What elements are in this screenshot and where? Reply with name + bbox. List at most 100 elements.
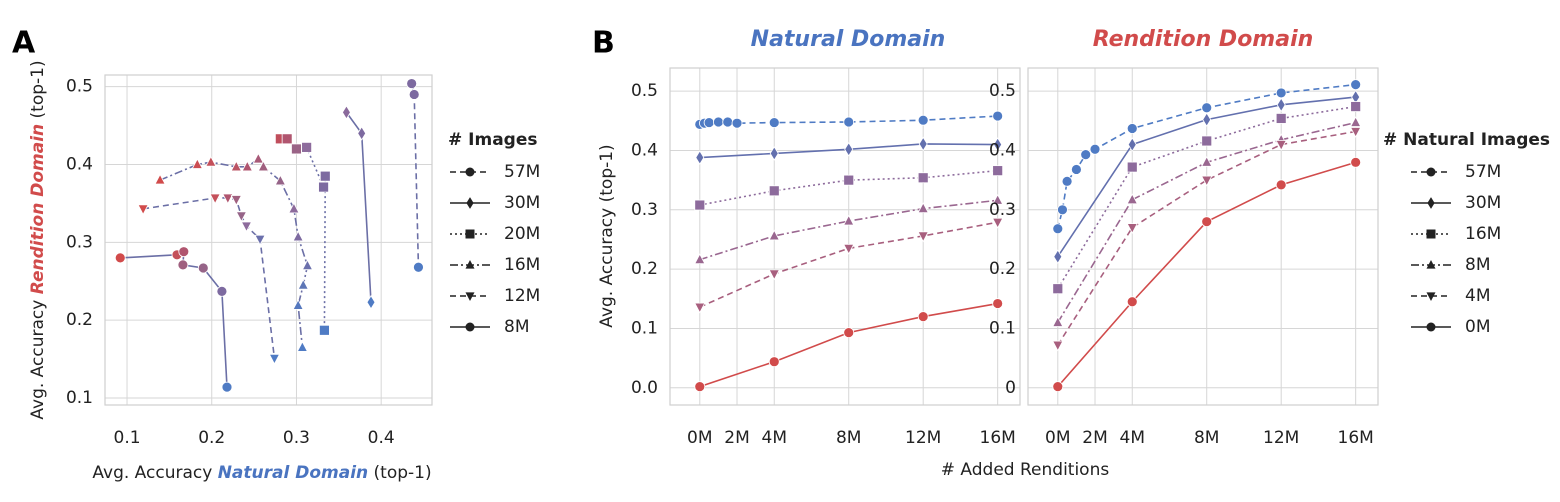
marker bbox=[991, 217, 1004, 229]
x-tick-label: 0M bbox=[1045, 428, 1070, 448]
marker bbox=[191, 158, 204, 169]
marker bbox=[1057, 204, 1068, 216]
marker bbox=[1426, 292, 1436, 301]
marker bbox=[1201, 155, 1213, 167]
marker bbox=[257, 160, 270, 172]
x-tick-label: 12M bbox=[1263, 428, 1299, 448]
marker bbox=[992, 298, 1004, 309]
marker bbox=[230, 195, 242, 206]
legend-label: 16M bbox=[504, 255, 540, 275]
marker bbox=[1052, 223, 1064, 235]
marker bbox=[296, 341, 309, 352]
marker bbox=[465, 229, 475, 239]
marker bbox=[357, 126, 367, 141]
legend-label: 12M bbox=[504, 286, 540, 306]
marker bbox=[319, 170, 331, 182]
marker bbox=[1126, 296, 1138, 308]
marker bbox=[695, 150, 705, 165]
y-tick-label: 0.2 bbox=[631, 259, 658, 279]
y-tick-label: 0.4 bbox=[631, 140, 658, 160]
y-tick-label: 0.5 bbox=[631, 81, 658, 101]
marker bbox=[341, 105, 351, 120]
marker bbox=[1127, 137, 1137, 152]
y-tick-label: 0.4 bbox=[66, 155, 93, 175]
marker bbox=[240, 221, 253, 233]
marker bbox=[768, 269, 780, 281]
y-tick-label: 0.1 bbox=[631, 318, 658, 338]
marker bbox=[1201, 102, 1213, 114]
plot-area bbox=[105, 75, 432, 405]
label-part: Avg. Accuracy bbox=[28, 294, 48, 419]
marker bbox=[917, 311, 929, 322]
x-tick-label: 12M bbox=[905, 428, 941, 448]
legend-label: 30M bbox=[1465, 193, 1501, 213]
legend-label: 20M bbox=[504, 224, 540, 244]
marker bbox=[843, 174, 855, 186]
marker bbox=[768, 117, 780, 128]
marker bbox=[252, 152, 264, 164]
marker bbox=[318, 181, 329, 193]
label-part: (top-1) bbox=[368, 463, 431, 483]
marker bbox=[1089, 143, 1101, 155]
x-tick-label: 0.3 bbox=[283, 428, 310, 448]
legend-title: # Images bbox=[448, 130, 538, 150]
marker bbox=[1053, 249, 1063, 264]
marker bbox=[301, 259, 314, 271]
marker bbox=[917, 114, 929, 126]
marker bbox=[1052, 340, 1064, 352]
marker bbox=[1126, 123, 1138, 134]
marker bbox=[319, 324, 330, 336]
y-tick-label: 0.2 bbox=[989, 259, 1016, 279]
x-tick-label: 0.1 bbox=[114, 428, 141, 448]
marker bbox=[843, 214, 855, 226]
marker bbox=[768, 229, 780, 241]
x-tick-label: 16M bbox=[980, 428, 1016, 448]
marker bbox=[694, 381, 706, 393]
marker bbox=[1350, 79, 1362, 91]
marker bbox=[1349, 127, 1362, 138]
label-part: (top-1) bbox=[28, 60, 48, 123]
x-tick-label: 8M bbox=[1194, 428, 1219, 448]
x-tick-label: 4M bbox=[762, 428, 787, 448]
y-tick-label: 0 bbox=[1005, 378, 1016, 398]
panel-label: A bbox=[12, 26, 36, 61]
marker bbox=[241, 160, 253, 172]
x-tick-label: 16M bbox=[1338, 428, 1374, 448]
marker bbox=[114, 252, 126, 264]
label-part: Natural Domain bbox=[218, 463, 368, 483]
marker bbox=[291, 143, 302, 155]
marker bbox=[1275, 87, 1287, 99]
marker bbox=[221, 381, 233, 393]
marker bbox=[137, 204, 149, 216]
marker bbox=[297, 278, 309, 290]
marker bbox=[292, 299, 304, 310]
series-line bbox=[1057, 83, 1356, 229]
marker bbox=[1126, 161, 1138, 173]
marker bbox=[154, 173, 166, 185]
marker bbox=[177, 259, 189, 271]
marker bbox=[466, 197, 474, 209]
marker bbox=[768, 185, 780, 197]
marker bbox=[1201, 216, 1213, 228]
y-axis-label: Avg. Accuracy (top-1) bbox=[597, 144, 617, 327]
plot-frame bbox=[104, 74, 433, 406]
y-tick-label: 0.2 bbox=[66, 310, 93, 330]
x-axis-label: # Added Renditions bbox=[941, 460, 1110, 480]
marker bbox=[1276, 97, 1286, 113]
legend-title: # Natural Images bbox=[1383, 130, 1550, 150]
marker bbox=[991, 193, 1004, 205]
chart-title: Natural Domain bbox=[751, 27, 946, 52]
marker bbox=[993, 137, 1003, 152]
marker bbox=[1052, 283, 1064, 295]
marker bbox=[1349, 116, 1362, 127]
marker bbox=[274, 174, 287, 186]
marker bbox=[209, 193, 221, 205]
marker bbox=[1275, 113, 1287, 124]
marker bbox=[465, 322, 475, 332]
marker bbox=[1126, 193, 1138, 205]
y-tick-label: 0.0 bbox=[631, 378, 658, 398]
panel-label: B bbox=[592, 26, 615, 61]
y-axis-label: Avg. Accuracy Rendition Domain (top-1) bbox=[28, 60, 48, 419]
y-tick-label: 0.3 bbox=[631, 200, 658, 220]
marker bbox=[281, 133, 293, 145]
